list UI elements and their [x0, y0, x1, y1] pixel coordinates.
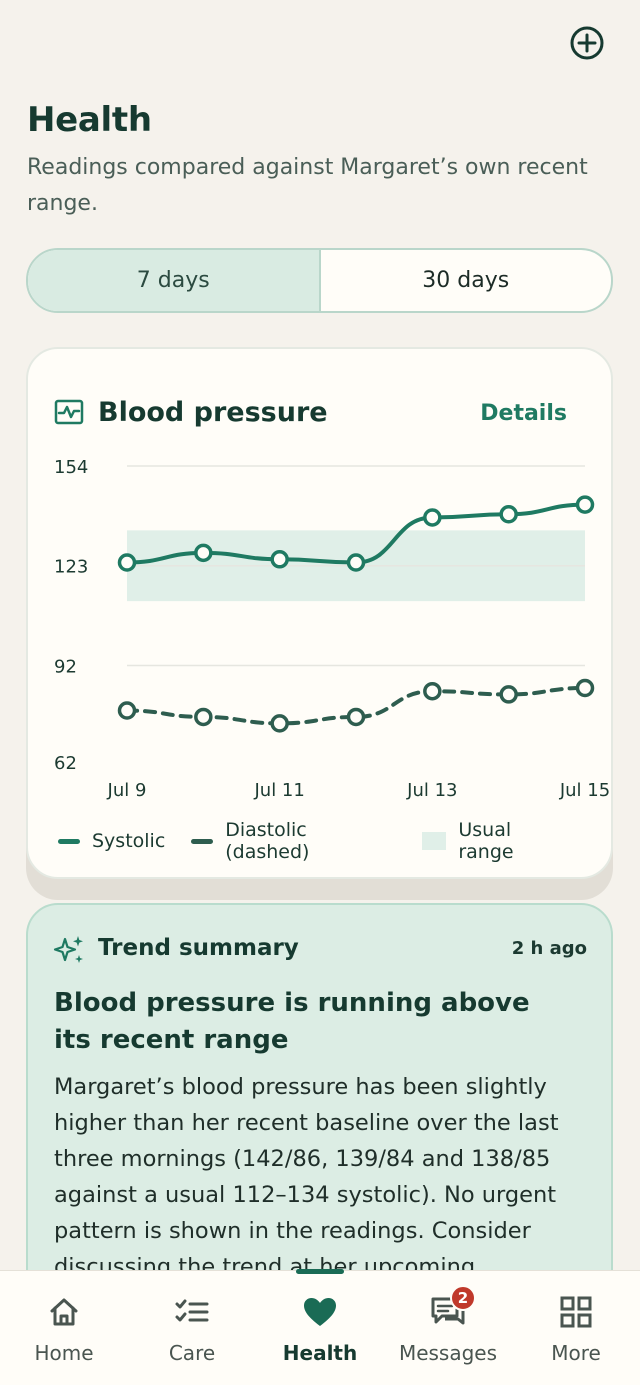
trend-timestamp: 2 h ago [511, 938, 587, 959]
systolic-point [499, 505, 518, 524]
systolic-point [346, 553, 366, 572]
plus-circle-icon [570, 26, 604, 60]
y-tick-label: 123 [54, 557, 88, 578]
x-tick-label: Jul 15 [559, 780, 610, 801]
tab-care-label: Care [168, 1341, 216, 1365]
y-tick-label: 154 [54, 457, 88, 478]
x-tick-label: Jul 9 [107, 780, 147, 801]
systolic-point [117, 553, 137, 572]
tab-health-label: Health [282, 1341, 358, 1365]
tab-home[interactable]: Home [0, 1271, 128, 1385]
legend-diastolic: Diastolic (dashed) [191, 819, 396, 863]
diastolic-point [270, 714, 289, 733]
range-30-days-button[interactable]: 30 days [422, 268, 510, 293]
legend-systolic: Systolic [58, 830, 165, 852]
diastolic-point [423, 681, 442, 701]
page-title: Health [27, 100, 152, 140]
pulse-chart-icon [54, 399, 84, 425]
details-link[interactable]: Details [480, 401, 567, 426]
chart-legend: Systolic Diastolic (dashed) Usual range [58, 819, 598, 863]
messages-badge: 2 [450, 1285, 476, 1311]
systolic-point [423, 508, 442, 527]
systolic-point [575, 495, 595, 514]
systolic-point [194, 543, 213, 563]
tab-home-label: Home [34, 1341, 94, 1365]
grid-icon [560, 1296, 592, 1328]
trend-label: Trend summary [98, 935, 299, 961]
bp-chart: 62 92 123 154 Jul 9 Jul 11 Jul 13 Jul 15 [54, 457, 610, 801]
diastolic-point [194, 707, 213, 727]
tab-more-label: More [551, 1341, 601, 1365]
card-title: Blood pressure [98, 397, 328, 428]
legend-systolic-label: Systolic [92, 830, 166, 852]
tab-care[interactable]: Care [128, 1271, 256, 1385]
legend-diastolic-label: Diastolic (dashed) [225, 819, 310, 863]
systolic-point [270, 550, 289, 569]
tab-messages[interactable]: 2 Messages [384, 1271, 512, 1385]
legend-diastolic-swatch [191, 838, 214, 844]
bottom-tab-bar: Home Care Health [0, 1269, 640, 1385]
tab-health[interactable]: Health [256, 1271, 384, 1385]
add-reading-button[interactable] [568, 24, 606, 62]
trend-body: Margaret’s blood pressure has been sligh… [54, 1074, 559, 1280]
y-tick-label: 62 [54, 753, 77, 774]
home-icon [50, 1298, 78, 1326]
range-toggle: 7 days 30 days [26, 248, 613, 313]
blood-pressure-card: Blood pressure Details 62 92 123 154 Jul 9 Ju… [26, 347, 613, 879]
range-7-days-button[interactable]: 7 days [28, 250, 321, 311]
trend-headline: Blood pressure is running above its rece… [54, 988, 530, 1055]
x-tick-label: Jul 11 [253, 780, 304, 801]
legend-usual-range: Usual range [422, 819, 572, 863]
legend-systolic-swatch [58, 838, 80, 844]
x-tick-label: Jul 13 [406, 780, 457, 801]
page-subtitle: Readings compared against Margaret’s own… [27, 155, 588, 216]
checklist-icon [175, 1299, 209, 1322]
y-tick-label: 92 [54, 656, 77, 677]
diastolic-point [117, 701, 137, 720]
diastolic-point [575, 678, 595, 698]
heart-icon [304, 1298, 336, 1326]
legend-usual-range-swatch [422, 832, 447, 850]
active-tab-indicator [296, 1269, 344, 1274]
tab-more[interactable]: More [512, 1271, 640, 1385]
diastolic-point [499, 685, 518, 704]
diastolic-point [346, 707, 366, 727]
tab-messages-label: Messages [398, 1341, 498, 1365]
legend-usual-range-label: Usual range [458, 819, 514, 863]
sparkle-icon [53, 936, 83, 963]
